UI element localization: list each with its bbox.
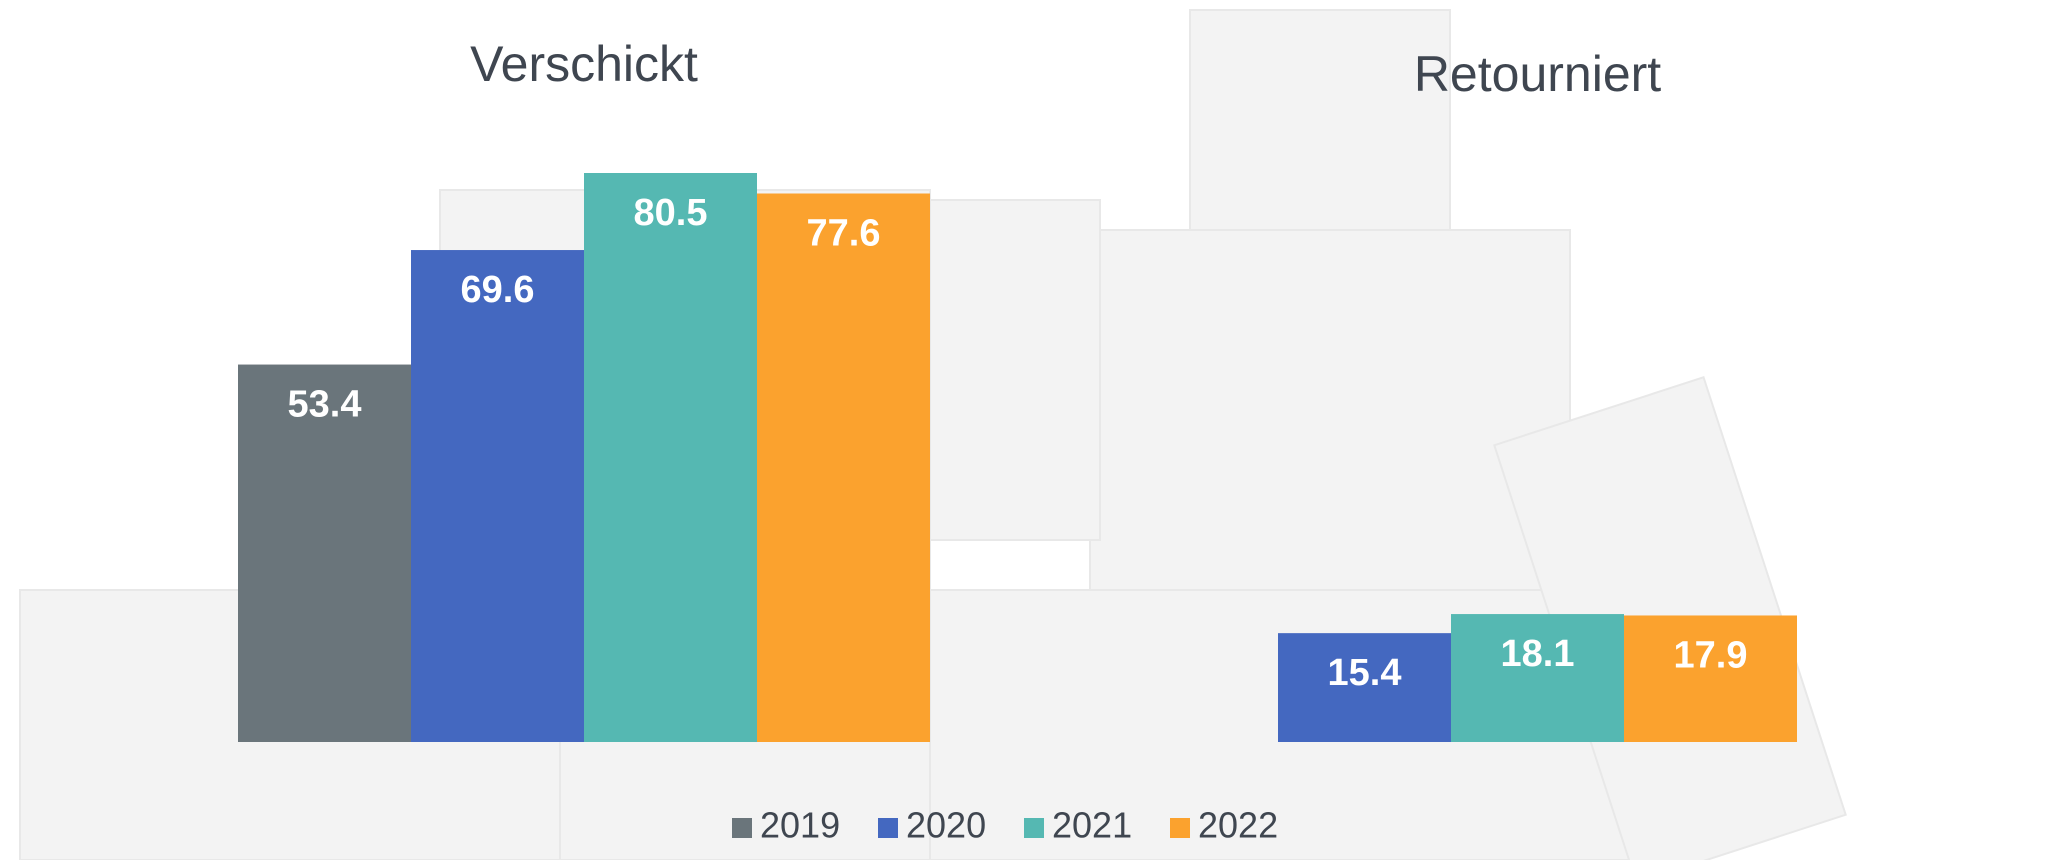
group-title: Retourniert <box>1414 46 1661 102</box>
legend-swatch <box>878 818 898 838</box>
group-title: Verschickt <box>470 36 698 92</box>
legend-label: 2021 <box>1052 805 1132 846</box>
value-label: 15.4 <box>1328 652 1402 694</box>
value-label: 80.5 <box>634 192 708 234</box>
value-label: 53.4 <box>288 384 362 426</box>
bar <box>1451 614 1624 742</box>
value-label: 18.1 <box>1501 633 1575 675</box>
legend-label: 2022 <box>1198 805 1278 846</box>
value-label: 69.6 <box>461 269 535 311</box>
bar <box>584 173 757 742</box>
legend-swatch <box>1024 818 1044 838</box>
bar <box>238 364 411 742</box>
legend-swatch <box>1170 818 1190 838</box>
bar <box>411 250 584 742</box>
box-shape <box>1089 229 1571 601</box>
legend-label: 2020 <box>906 805 986 846</box>
box-shape <box>929 199 1101 541</box>
value-label: 77.6 <box>807 213 881 255</box>
legend-swatch <box>732 818 752 838</box>
bar <box>757 193 930 742</box>
bar <box>1278 633 1451 742</box>
plot: 53.4 69.6 80.5 77.6 Verschickt 15.4 18.1 17.9 Re… <box>238 36 1797 846</box>
bar <box>1624 615 1797 742</box>
legend-label: 2019 <box>760 805 840 846</box>
box-shape <box>1189 9 1451 231</box>
value-label: 17.9 <box>1674 635 1748 677</box>
